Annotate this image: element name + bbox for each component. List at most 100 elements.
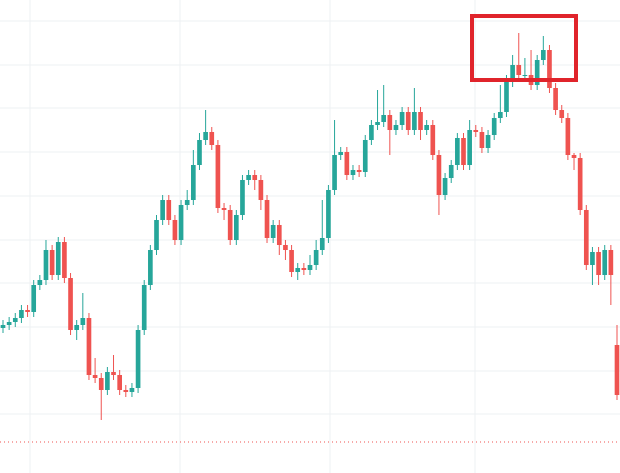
candle-body xyxy=(252,175,258,180)
candle-body xyxy=(571,155,577,158)
candle-body xyxy=(608,250,614,275)
candle-body xyxy=(209,132,215,145)
candle-body xyxy=(160,200,165,220)
candle-body xyxy=(350,170,356,175)
candle-body xyxy=(135,330,141,388)
candle-body xyxy=(553,88,558,110)
candle-body xyxy=(362,140,368,172)
candle-body xyxy=(123,390,129,392)
candle-body xyxy=(62,242,67,278)
candle-body xyxy=(405,112,411,130)
candle-body xyxy=(148,250,153,285)
candle-body xyxy=(258,180,264,200)
candle-body xyxy=(240,180,245,215)
candle-body xyxy=(559,110,565,118)
candle-body xyxy=(448,165,454,178)
candle-body xyxy=(485,135,491,148)
candle-body xyxy=(117,375,122,390)
candle-body xyxy=(301,268,307,270)
candle-body xyxy=(332,155,337,190)
candle-body xyxy=(172,220,178,240)
candle-body xyxy=(491,118,497,135)
candle-body xyxy=(540,50,546,60)
candle-body xyxy=(295,268,301,272)
candle-body xyxy=(442,178,448,195)
candle-body xyxy=(49,250,55,275)
candle-body xyxy=(129,388,135,392)
candle-body xyxy=(436,155,442,195)
candles xyxy=(0,33,620,420)
candle-body xyxy=(276,225,282,245)
candle-body xyxy=(313,250,319,265)
candle-body xyxy=(227,210,233,240)
candle-body xyxy=(283,245,288,250)
candle-body xyxy=(307,265,313,270)
candle-body xyxy=(338,152,344,155)
candle-body xyxy=(455,138,460,165)
candle-body xyxy=(577,158,583,210)
candle-body xyxy=(80,318,86,325)
candle-body xyxy=(356,170,362,172)
candle-body xyxy=(289,250,294,272)
candle-body xyxy=(412,112,417,130)
candle-body xyxy=(68,278,73,330)
candle-body xyxy=(55,242,61,275)
candle-body xyxy=(141,285,147,330)
candle-body xyxy=(246,175,251,180)
candle-body xyxy=(614,345,620,395)
candle-body xyxy=(98,378,104,390)
candle-body xyxy=(565,118,571,155)
candle-body xyxy=(233,215,239,240)
candle-body xyxy=(154,220,159,250)
candle-body xyxy=(387,115,393,130)
candle-body xyxy=(215,145,221,208)
candle-body xyxy=(516,65,522,75)
candle-body xyxy=(43,250,49,280)
candle-body xyxy=(0,325,6,328)
candle-body xyxy=(467,130,472,165)
candle-body xyxy=(221,208,227,210)
candle-body xyxy=(19,310,24,318)
candle-body xyxy=(319,238,325,250)
candle-body xyxy=(590,252,595,265)
candle-body xyxy=(473,130,479,132)
candle-body xyxy=(6,322,12,325)
candle-body xyxy=(178,205,184,240)
candle-body xyxy=(326,190,331,238)
candle-body xyxy=(583,210,589,265)
candle-body xyxy=(344,152,350,175)
candle-body xyxy=(504,82,509,112)
candle-body xyxy=(547,50,552,88)
candle-body xyxy=(105,372,110,390)
candle-body xyxy=(375,122,380,125)
candle-body xyxy=(191,165,196,200)
candle-body xyxy=(270,225,276,238)
candle-body xyxy=(510,65,515,82)
candle-body xyxy=(197,140,202,165)
candle-body xyxy=(602,250,608,275)
candle-body xyxy=(381,115,387,122)
candle-body xyxy=(37,280,43,285)
candle-body xyxy=(479,132,485,148)
candle-body xyxy=(418,112,423,130)
candle-body xyxy=(264,200,270,238)
candle-body xyxy=(534,60,540,85)
candle-body xyxy=(111,372,116,375)
candle-body xyxy=(203,132,208,140)
candle-body xyxy=(74,325,80,330)
candle-body xyxy=(393,125,399,130)
candle-body xyxy=(184,200,190,205)
candle-body xyxy=(25,310,30,312)
candle-body xyxy=(399,112,405,125)
candle-body xyxy=(430,125,436,155)
candle-body xyxy=(31,285,37,312)
candle-body xyxy=(596,252,601,275)
candle-body xyxy=(86,318,92,375)
candle-body xyxy=(498,112,503,118)
candle-body xyxy=(461,138,466,165)
candle-body xyxy=(92,375,98,378)
candle-body xyxy=(12,318,18,322)
candle-body xyxy=(522,75,528,76)
